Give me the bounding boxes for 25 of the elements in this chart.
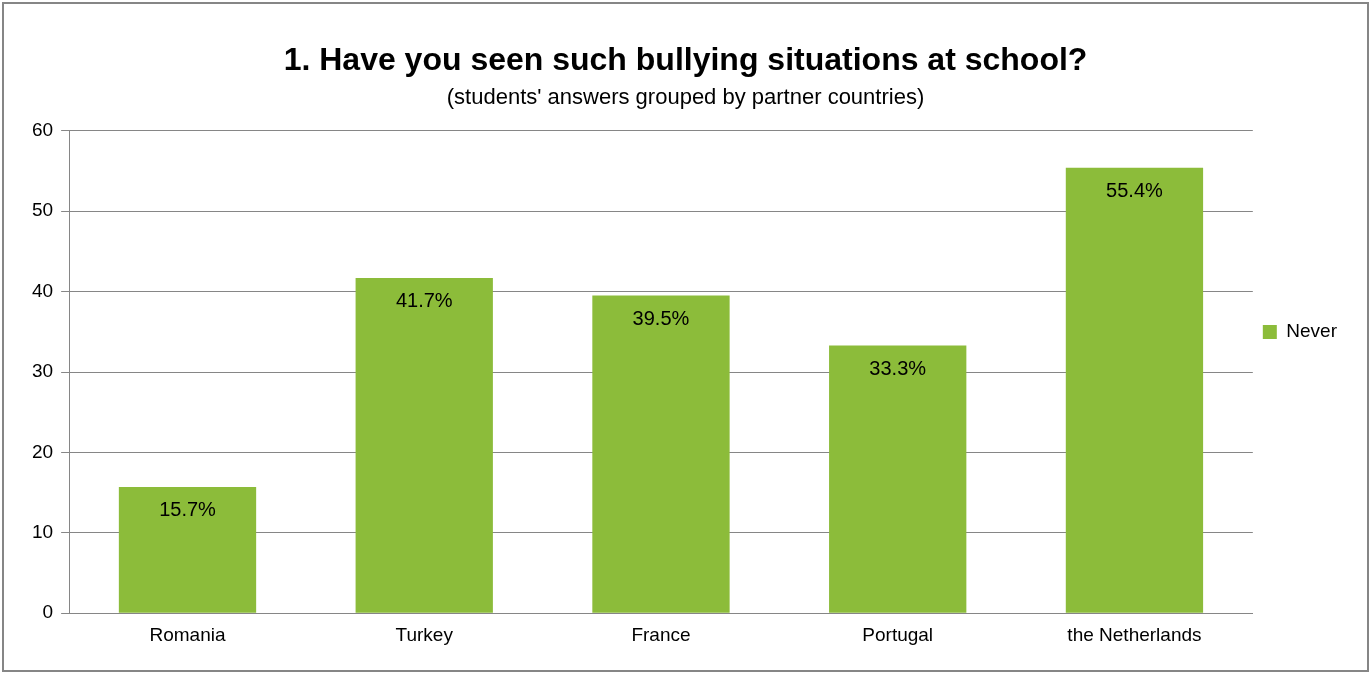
bar [118,486,257,613]
data-label: 15.7% [159,498,217,521]
legend-label: Never [1286,320,1338,342]
x-tick-label: the Netherlands [1067,623,1202,645]
bar [592,295,730,613]
x-tick-label: Turkey [395,623,454,645]
y-tick-label: 10 [31,521,54,543]
x-tick-label: France [631,623,691,645]
bar [829,345,967,613]
data-label: 39.5% [632,307,690,330]
data-label: 55.4% [1106,179,1164,202]
chart-subtitle: (students' answers grouped by partner countries) [446,83,925,109]
bar [1065,167,1204,613]
chart-title: 1. Have you seen such bullying situations at school? [283,41,1088,78]
y-tick-label: 30 [31,360,54,382]
x-tick-label: Portugal [862,623,934,645]
bar [355,277,493,613]
y-tick-label: 60 [31,119,54,141]
y-tick-label: 50 [31,199,54,221]
data-label: 33.3% [869,356,927,379]
x-tick-label: Romania [149,623,226,645]
y-tick-label: 20 [31,440,54,462]
data-label: 41.7% [395,289,453,312]
y-tick-label: 0 [42,601,54,623]
y-tick-label: 40 [31,279,54,301]
